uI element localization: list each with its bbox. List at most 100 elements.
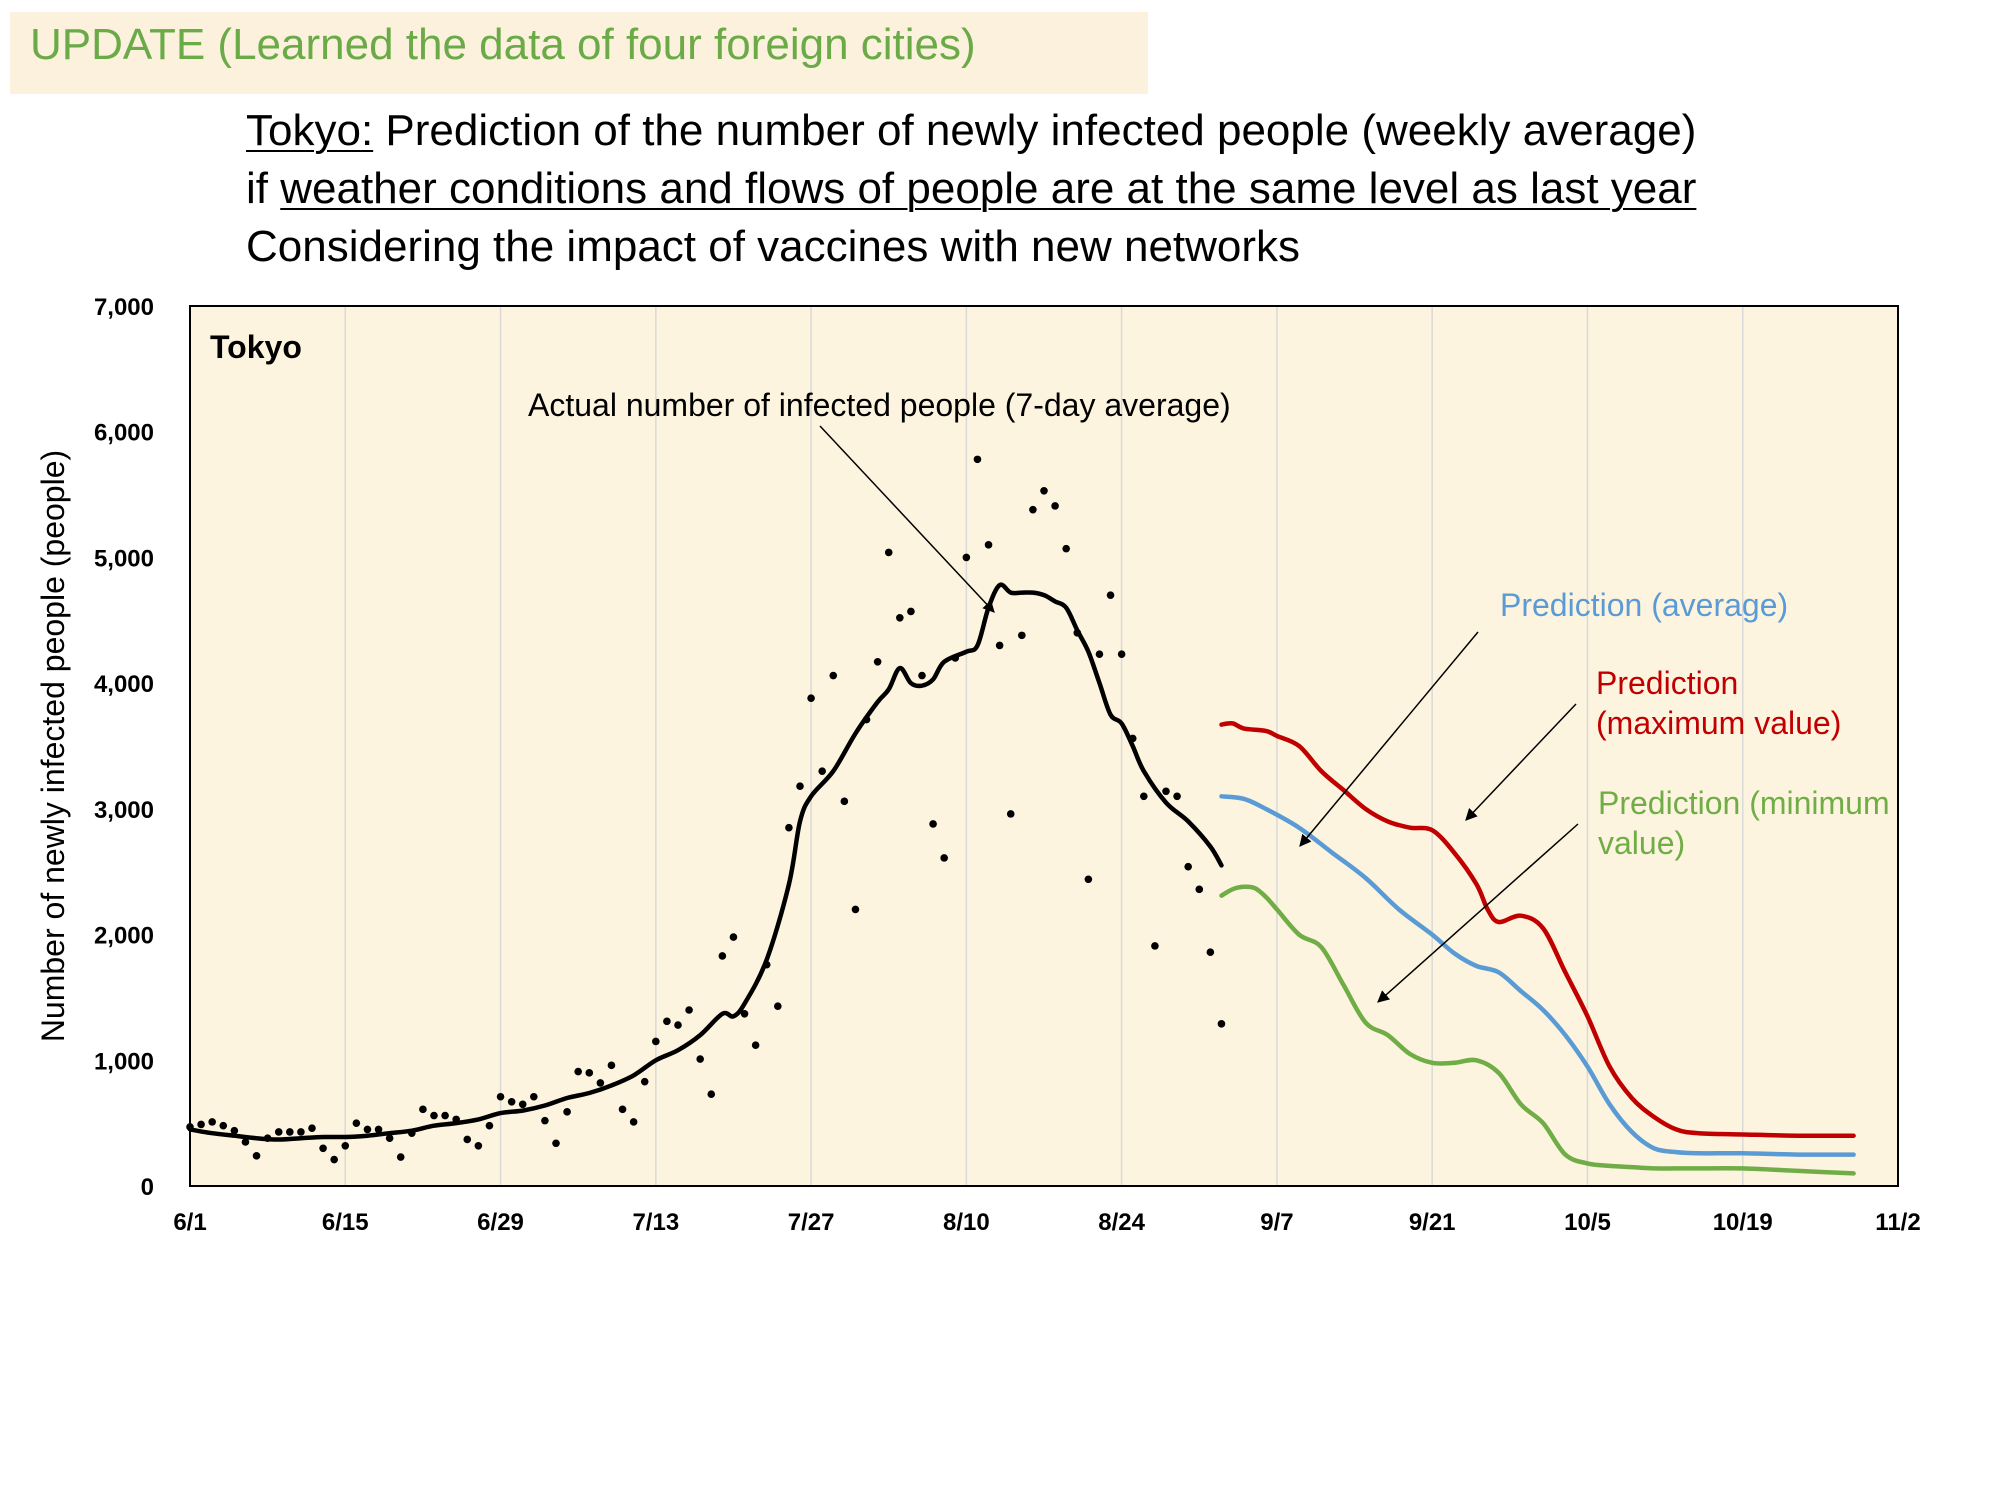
daily-point (973, 455, 982, 464)
daily-point (740, 1009, 749, 1018)
y-tick-label: 1,000 (94, 1048, 154, 1075)
daily-point (685, 1006, 693, 1014)
title-city: Tokyo: (246, 106, 374, 155)
daily-point (1051, 502, 1059, 510)
update-banner (10, 12, 1148, 94)
prediction-average-line (1219, 794, 1856, 1157)
daily-point (729, 933, 738, 941)
daily-point (962, 553, 971, 562)
daily-point (1195, 885, 1204, 894)
daily-point (374, 1125, 383, 1134)
daily-point (286, 1128, 294, 1136)
series-lines (187, 582, 1856, 1176)
daily-point (1006, 810, 1015, 818)
daily-point (818, 767, 826, 775)
daily-point (541, 1116, 549, 1125)
daily-point (518, 1100, 527, 1109)
page-title: Tokyo: Prediction of the number of newly… (246, 102, 1696, 276)
daily-point (385, 1134, 394, 1143)
daily-point (929, 820, 937, 828)
arrow-minimum (1377, 823, 1579, 1003)
actual-line (187, 582, 1224, 1142)
daily-point (1184, 862, 1192, 871)
daily-point (485, 1121, 494, 1130)
daily-point (618, 1105, 627, 1114)
x-tick-label: 11/2 (1875, 1209, 1920, 1236)
daily-point (474, 1141, 483, 1150)
daily-point (319, 1144, 327, 1153)
vertical-gridlines (344, 306, 1744, 1186)
annotation-minimum: Prediction (minimum (1598, 785, 1890, 821)
annotation-maximum-2: (maximum value) (1596, 705, 1841, 741)
y-axis-ticks: 0 1,000 2,000 3,000 4,000 5,000 6,000 7,000 (94, 294, 154, 1201)
daily-point (829, 671, 838, 680)
daily-point (785, 823, 793, 832)
daily-point (419, 1105, 427, 1114)
daily-point (563, 1108, 571, 1116)
daily-point (807, 694, 815, 703)
daily-point (718, 952, 727, 960)
x-tick-label: 8/10 (943, 1209, 990, 1236)
daily-point (507, 1097, 516, 1106)
y-axis-label: Number of newly infected people (people) (35, 450, 71, 1042)
x-tick-label: 9/21 (1409, 1209, 1456, 1236)
prediction-maximum-line (1219, 720, 1856, 1139)
title-line-1-text: Prediction of the number of newly infect… (373, 106, 1697, 155)
daily-point (1117, 650, 1126, 659)
x-tick-label: 10/5 (1564, 1209, 1611, 1236)
y-tick-label: 5,000 (94, 545, 154, 572)
daily-point (1151, 942, 1159, 950)
daily-point (851, 905, 860, 914)
x-tick-label: 9/7 (1260, 1209, 1293, 1236)
daily-point (940, 854, 948, 862)
daily-point (585, 1069, 594, 1077)
y-tick-label: 4,000 (94, 671, 154, 698)
daily-point (596, 1079, 605, 1087)
daily-point (1206, 948, 1215, 956)
y-tick-label: 3,000 (94, 797, 154, 824)
daily-point (796, 782, 804, 791)
daily-point (1029, 505, 1037, 514)
x-tick-label: 8/24 (1098, 1209, 1145, 1236)
daily-point (774, 1002, 782, 1011)
daily-point (907, 607, 915, 616)
daily-point (530, 1092, 538, 1101)
daily-point (896, 613, 904, 622)
daily-point (430, 1111, 438, 1120)
daily-point (197, 1120, 205, 1129)
daily-point (884, 548, 893, 557)
daily-point (1173, 792, 1181, 801)
daily-point (1084, 875, 1093, 884)
daily-point (574, 1067, 582, 1076)
daily-point (308, 1124, 316, 1132)
arrow-maximum (1465, 703, 1577, 821)
daily-point (696, 1055, 704, 1063)
annotation-average: Prediction (average) (1500, 587, 1788, 623)
title-line-2: if weather conditions and flows of peopl… (246, 160, 1696, 218)
x-axis-ticks: 6/1 6/15 6/29 7/13 7/27 8/10 8/24 9/7 9/21 10/5 10… (173, 1209, 1920, 1236)
annotation-actual: Actual number of infected people (7-day … (528, 387, 1231, 423)
x-tick-label: 6/15 (322, 1209, 369, 1236)
daily-point (252, 1152, 261, 1160)
daily-point (241, 1138, 250, 1146)
daily-point (341, 1141, 350, 1150)
daily-point (1040, 487, 1048, 495)
x-tick-label: 7/27 (788, 1209, 835, 1236)
daily-point (297, 1128, 305, 1136)
prediction-minimum-line (1219, 884, 1856, 1176)
title-line-1: Tokyo: Prediction of the number of newly… (246, 102, 1696, 160)
daily-point (663, 1017, 671, 1026)
daily-point (652, 1037, 660, 1046)
y-tick-label: 2,000 (94, 923, 154, 950)
daily-point (1106, 591, 1115, 599)
annotations: Actual number of infected people (7-day … (528, 387, 1890, 1003)
x-tick-label: 6/29 (477, 1209, 524, 1236)
daily-point (1062, 544, 1070, 553)
plot-frame (189, 305, 1899, 1187)
daily-point (1217, 1020, 1226, 1028)
plot-area (190, 306, 1898, 1186)
y-tick-label: 0 (141, 1174, 154, 1201)
daily-point (1018, 631, 1026, 640)
daily-point (396, 1153, 405, 1161)
